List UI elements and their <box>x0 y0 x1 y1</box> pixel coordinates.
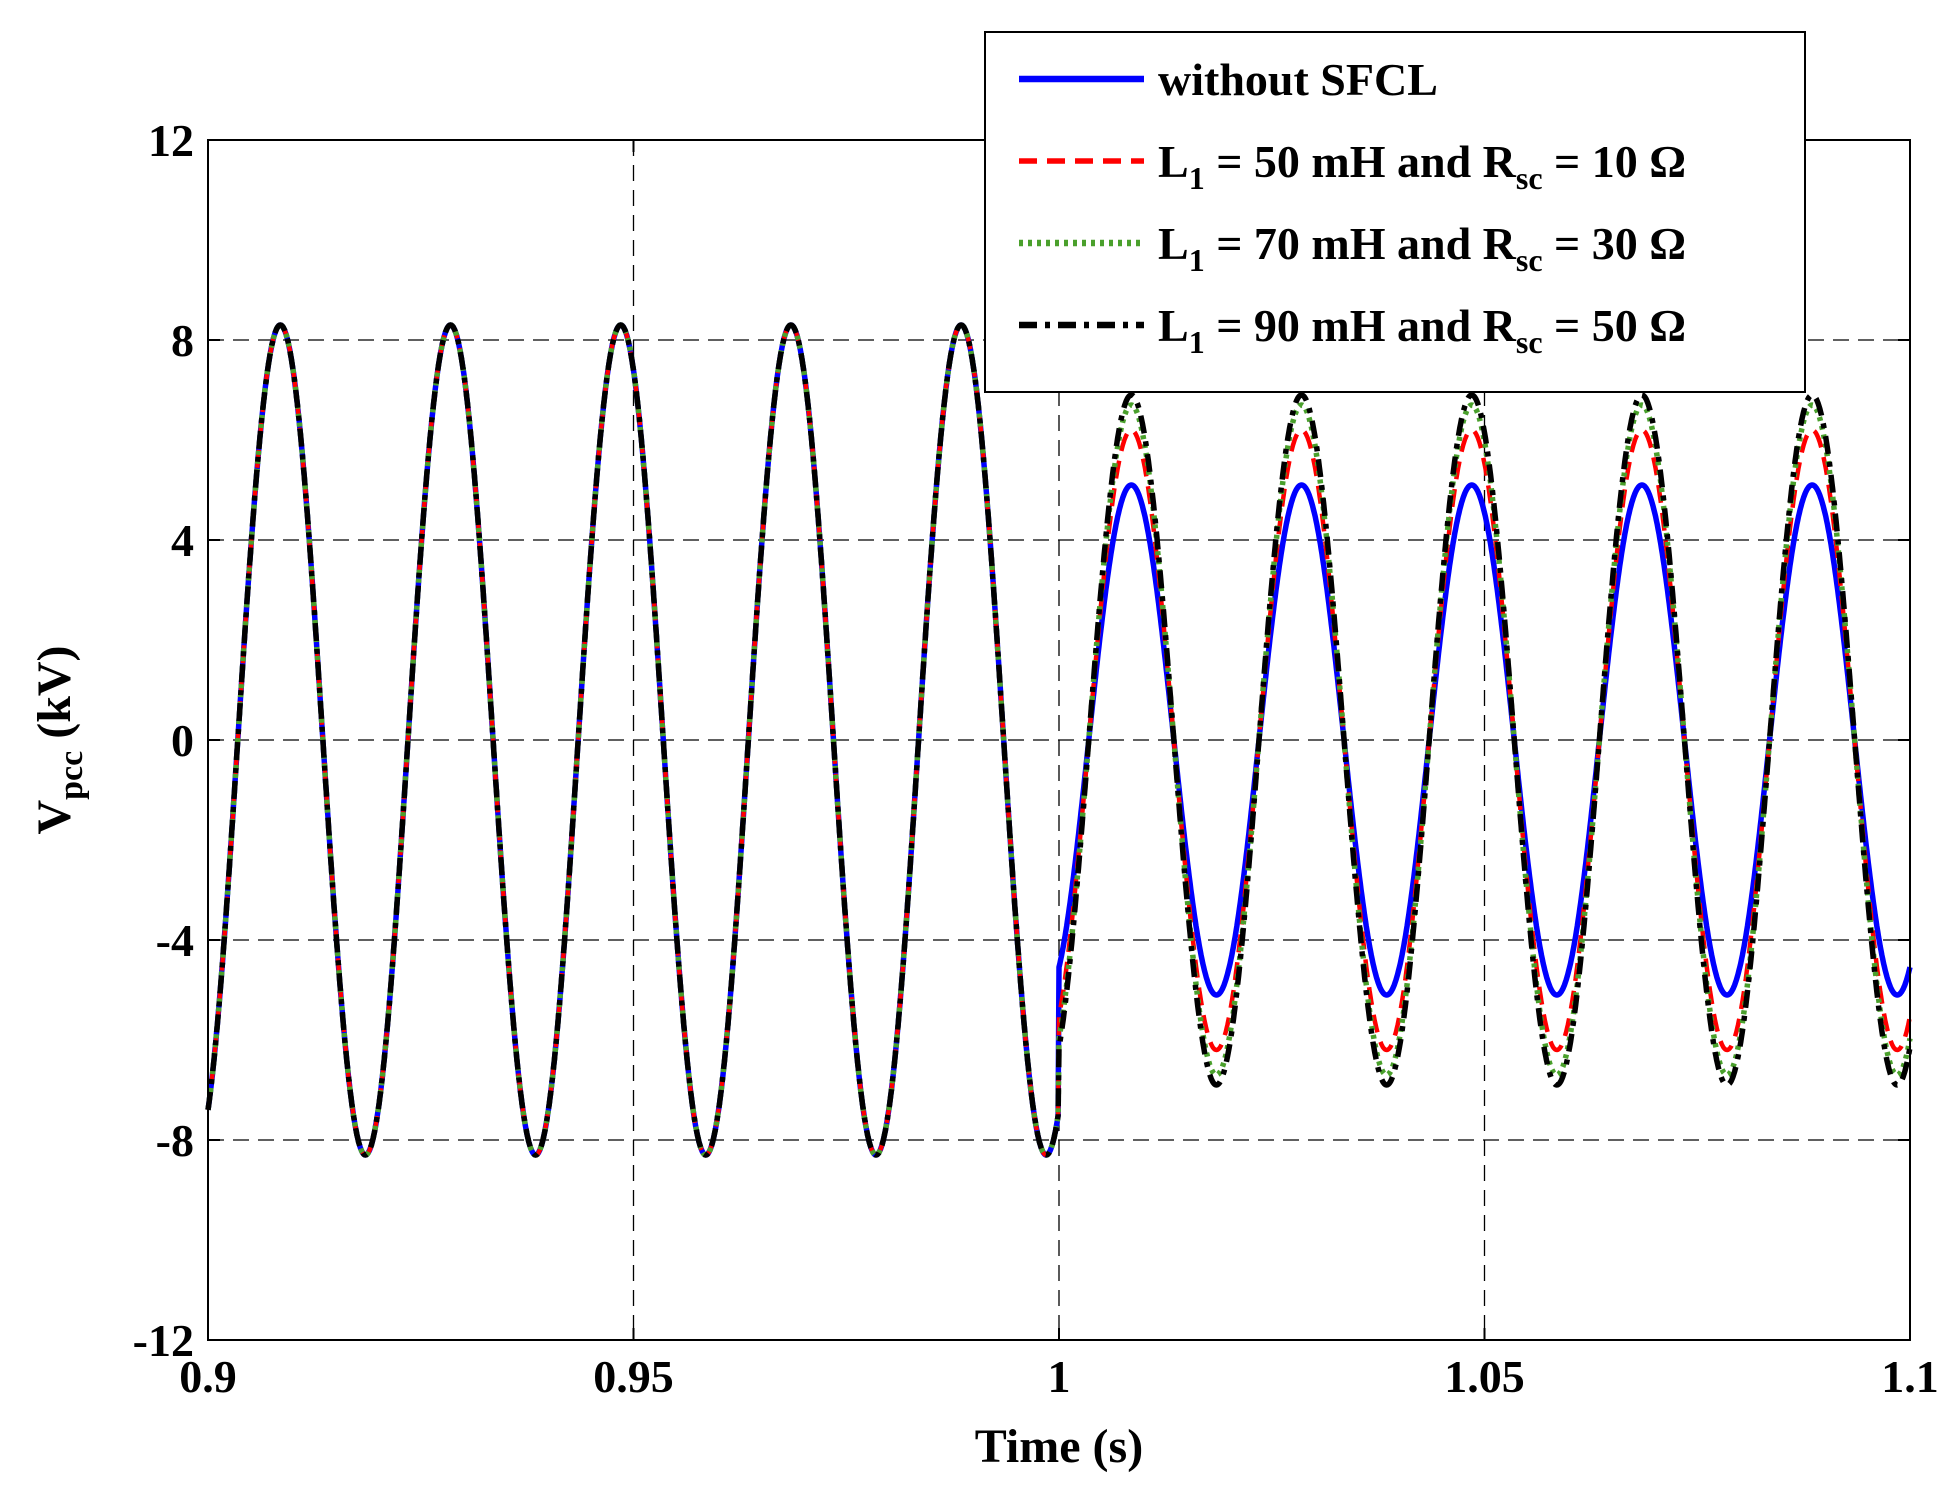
y-axis-label-subscript: pcc <box>53 751 90 800</box>
x-tick-label: 1 <box>1048 1351 1071 1402</box>
legend-box <box>984 31 1806 393</box>
y-axis-label: Vpcc (kV) <box>28 645 90 834</box>
x-tick-label: 1.05 <box>1444 1351 1525 1402</box>
legend-entry-2: L1 = 50 mH and Rsc = 10 Ω <box>1019 136 1686 196</box>
y-tick-label: -12 <box>133 1315 194 1366</box>
legend-label: L1 = 50 mH and Rsc = 10 Ω <box>1158 136 1686 196</box>
x-axis-label: Time (s) <box>975 1420 1143 1473</box>
series-line-4 <box>205 322 1913 1158</box>
y-tick-label: -4 <box>156 915 194 966</box>
y-tick-label: 4 <box>171 515 194 566</box>
y-tick-label: -8 <box>156 1115 194 1166</box>
legend-label: without SFCL <box>1158 54 1438 105</box>
plot-series <box>205 322 1913 1158</box>
x-tick-label: 1.1 <box>1881 1351 1939 1402</box>
y-tick-label: 12 <box>148 115 194 166</box>
legend-entry-3: L1 = 70 mH and Rsc = 30 Ω <box>1019 218 1686 278</box>
axis-ticks: 0.9 0.95 1 1.05 1.1 -12 -8 -4 0 4 8 12 <box>133 115 1939 1402</box>
legend-entry-1: without SFCL <box>1019 54 1438 105</box>
x-tick-label: 0.9 <box>179 1351 237 1402</box>
y-tick-label: 0 <box>171 715 194 766</box>
legend-entry-4: L1 = 90 mH and Rsc = 50 Ω <box>1019 300 1686 360</box>
legend-label: L1 = 90 mH and Rsc = 50 Ω <box>1158 300 1686 360</box>
y-axis-label-unit: (kV) <box>28 645 81 750</box>
legend-label: L1 = 70 mH and Rsc = 30 Ω <box>1158 218 1686 278</box>
y-axis-label-main: V <box>28 800 81 835</box>
legend: without SFCL L1 = 50 mH and Rsc = 10 Ω L1 … <box>984 31 1806 393</box>
y-tick-label: 8 <box>171 315 194 366</box>
x-tick-label: 0.95 <box>593 1351 674 1402</box>
